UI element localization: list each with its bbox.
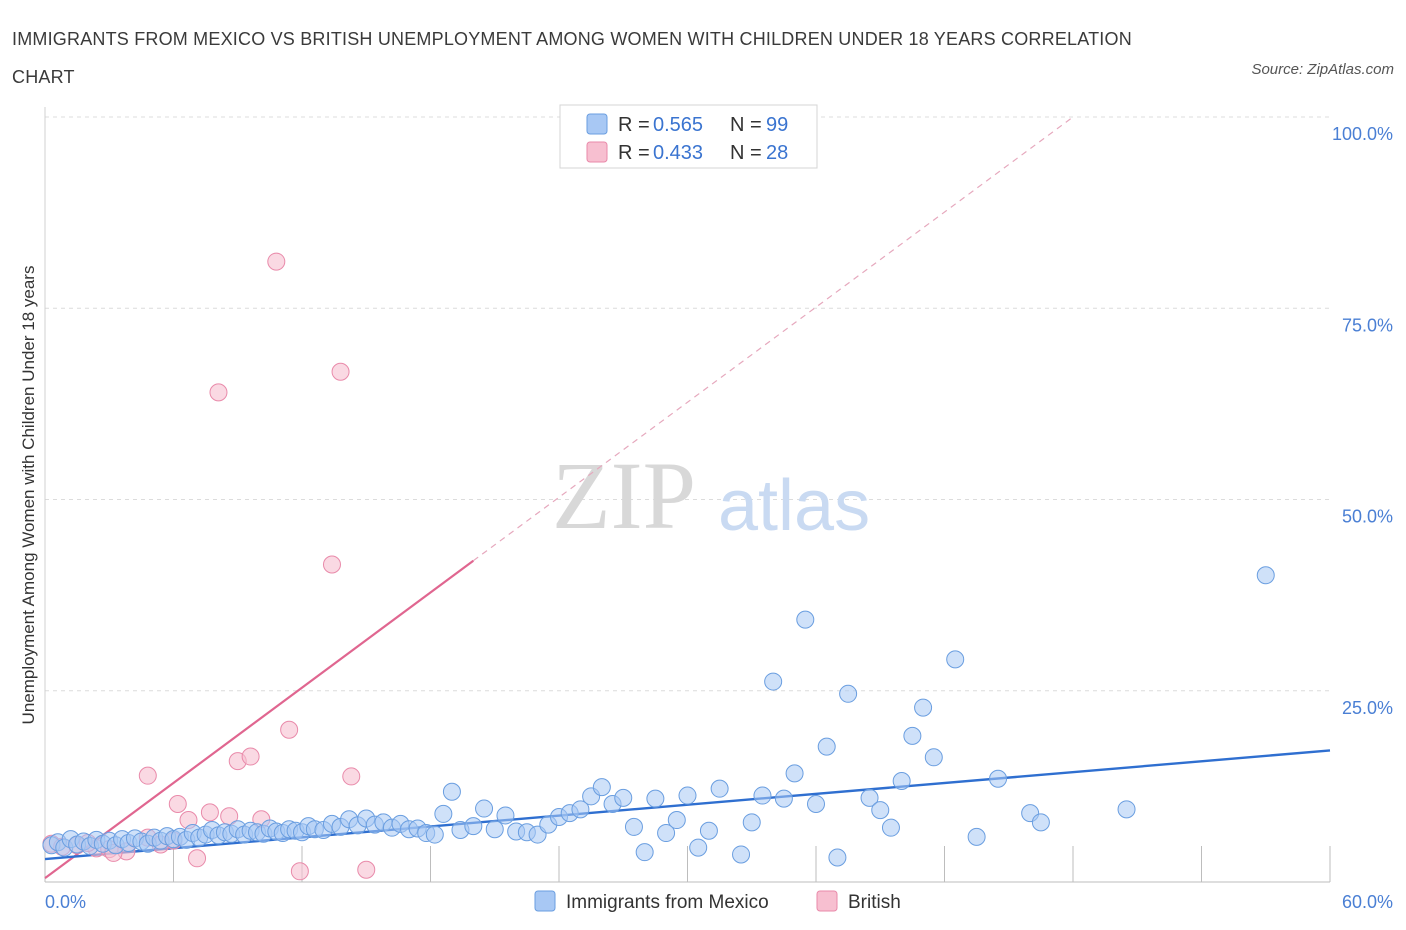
legend-r-label-mexico: R =	[618, 114, 650, 136]
mexico-point	[635, 843, 654, 862]
mexico-point	[434, 804, 453, 823]
mexico-point	[860, 788, 879, 807]
mexico-point	[732, 845, 751, 864]
legend-n-value-british: 28	[766, 142, 788, 164]
british-point	[188, 849, 207, 868]
mexico-point	[892, 772, 911, 791]
mexico-point	[753, 786, 772, 805]
legend-bottom-label-mexico: Immigrants from Mexico	[566, 892, 769, 913]
mexico-point	[689, 838, 708, 857]
mexico-point	[657, 824, 676, 843]
y-tick-label-3: 25.0%	[1342, 698, 1393, 718]
mexico-point	[624, 817, 643, 836]
legend-swatch-mexico	[586, 113, 608, 135]
british-point	[267, 252, 286, 271]
legend-bottom: Immigrants from Mexico British	[534, 890, 901, 913]
mexico-point	[614, 788, 633, 807]
x-tick-label-1: 60.0%	[1342, 892, 1393, 912]
british-point	[168, 794, 187, 813]
legend-r-label-british: R =	[618, 142, 650, 164]
british-point	[357, 860, 376, 879]
british-point	[280, 720, 299, 739]
mexico-point	[1031, 813, 1050, 832]
y-tick-label-0: 100.0%	[1332, 124, 1393, 144]
british-point	[138, 766, 157, 785]
mexico-point	[667, 811, 686, 830]
legend-bottom-swatch-british	[816, 890, 838, 912]
y-tick-label-1: 75.0%	[1342, 315, 1393, 335]
british-point	[331, 362, 350, 381]
mexico-point	[967, 827, 986, 846]
mexico-point	[828, 848, 847, 867]
mexico-point	[678, 786, 697, 805]
chart-title: IMMIGRANTS FROM MEXICO VS BRITISH UNEMPL…	[12, 29, 1132, 87]
british-point	[209, 383, 228, 402]
mexico-point	[924, 748, 943, 767]
legend-r-value-british: 0.433	[653, 142, 703, 164]
x-tick-label-0: 0.0%	[45, 892, 86, 912]
mexico-point	[764, 672, 783, 691]
y-tick-labels: 100.0% 75.0% 50.0% 25.0%	[1332, 124, 1393, 718]
mexico-point	[1256, 566, 1275, 585]
mexico-point	[425, 825, 444, 844]
mexico-point	[1117, 800, 1136, 819]
mexico-point	[881, 818, 900, 837]
mexico-point	[796, 610, 815, 629]
source-label: Source: ZipAtlas.com	[1251, 61, 1394, 78]
legend-bottom-swatch-mexico	[534, 890, 556, 912]
legend-r-value-mexico: 0.565	[653, 114, 703, 136]
watermark-atlas: atlas	[718, 466, 870, 546]
mexico-point	[571, 800, 590, 819]
y-tick-label-2: 50.0%	[1342, 507, 1393, 527]
mexico-point	[817, 737, 836, 756]
legend-bottom-label-british: British	[848, 892, 901, 913]
british-point	[241, 747, 260, 766]
mexico-point	[646, 789, 665, 808]
mexico-point	[785, 764, 804, 783]
mexico-point	[946, 650, 965, 669]
mexico-point	[699, 821, 718, 840]
mexico-point	[592, 778, 611, 797]
y-axis-label: Unemployment Among Women with Children U…	[19, 266, 38, 725]
watermark-zip: ZIP	[552, 442, 696, 549]
mexico-point	[914, 698, 933, 717]
watermark: ZIP atlas	[552, 442, 870, 549]
mexico-point	[903, 726, 922, 745]
british-point	[342, 767, 361, 786]
british-points	[42, 252, 376, 881]
british-point	[322, 555, 341, 574]
mexico-point	[807, 794, 825, 813]
legend-n-label-british: N =	[730, 142, 762, 164]
british-point	[290, 862, 309, 881]
mexico-point	[475, 799, 494, 818]
legend-n-label-mexico: N =	[730, 114, 762, 136]
mexico-point	[485, 820, 504, 839]
mexico-point	[871, 801, 890, 820]
british-trend-extension	[472, 116, 1074, 562]
mexico-point	[496, 806, 515, 825]
legend-top: R = 0.565 N = 99 R = 0.433 N = 28	[559, 104, 818, 169]
mexico-points	[42, 566, 1275, 867]
mexico-point	[839, 684, 858, 703]
x-tick-labels: 0.0% 60.0%	[45, 892, 1393, 912]
mexico-point	[989, 769, 1008, 788]
mexico-point	[742, 813, 761, 832]
mexico-point	[774, 789, 793, 808]
mexico-point	[442, 782, 461, 801]
legend-n-value-mexico: 99	[766, 114, 788, 136]
british-point	[200, 803, 219, 822]
british-trend-line	[44, 559, 474, 880]
grid-lines	[45, 116, 1330, 692]
mexico-point	[464, 817, 483, 836]
legend-swatch-british	[586, 141, 608, 163]
mexico-point	[710, 779, 729, 798]
